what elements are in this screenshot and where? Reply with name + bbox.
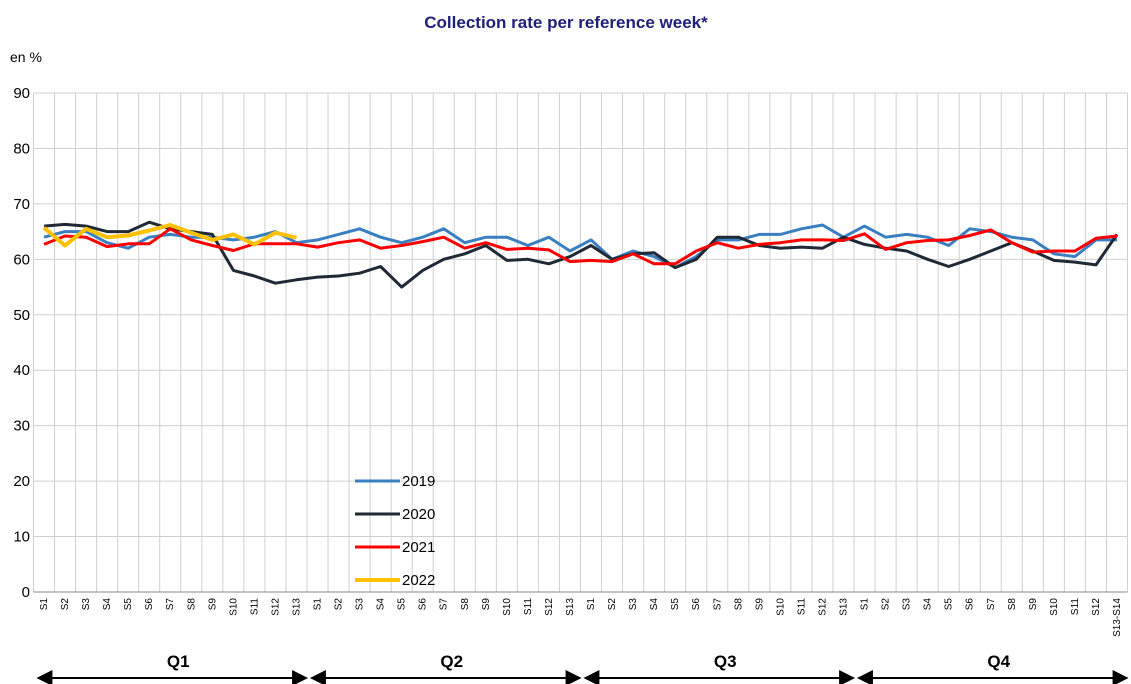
x-tick-label: S5 — [670, 598, 681, 611]
x-tick-label: S4 — [376, 598, 387, 611]
x-tick-label: S3 — [628, 598, 639, 611]
x-tick-label: S7 — [165, 598, 176, 611]
x-tick-label: S2 — [60, 598, 71, 611]
y-tick-label: 50 — [13, 307, 30, 324]
x-tick-label: S5 — [944, 598, 955, 611]
x-tick-label: S11 — [1070, 598, 1081, 615]
y-tick-label: 10 — [13, 529, 30, 546]
quarter-label: Q2 — [440, 652, 463, 671]
y-tick-label: 0 — [22, 584, 30, 601]
x-tick-label: S3 — [355, 598, 366, 611]
y-tick-label: 60 — [13, 251, 30, 268]
x-tick-label: S13 — [565, 598, 576, 616]
x-tick-label: S8 — [1007, 598, 1018, 611]
x-tick-label: S1 — [586, 598, 597, 611]
chart-title: Collection rate per reference week* — [424, 13, 708, 32]
x-tick-label: S9 — [1028, 598, 1039, 611]
x-tick-label: S3 — [902, 598, 913, 611]
x-tick-label: S7 — [986, 598, 997, 611]
quarter-label: Q1 — [167, 652, 190, 671]
x-tick-label: S2 — [881, 598, 892, 611]
x-tick-label: S9 — [481, 598, 492, 611]
y-tick-label: 20 — [13, 473, 30, 490]
x-tick-label: S11 — [249, 598, 260, 615]
x-tick-label: S1 — [39, 598, 50, 611]
legend-label: 2022 — [402, 572, 435, 589]
x-tick-label: S12 — [1091, 598, 1102, 616]
x-tick-label: S4 — [649, 598, 660, 611]
series-line — [42, 223, 297, 248]
series-line — [43, 227, 1118, 266]
x-tick-label: S13 — [838, 598, 849, 616]
x-tick-label: S6 — [965, 598, 976, 611]
x-tick-label: S10 — [228, 598, 239, 616]
y-tick-label: 30 — [13, 418, 30, 435]
x-tick-label: S7 — [712, 598, 723, 611]
x-tick-label: S11 — [523, 598, 534, 615]
x-tick-label: S3 — [81, 598, 92, 611]
x-tick-label: S6 — [418, 598, 429, 611]
x-tick-label: S8 — [186, 598, 197, 611]
x-tick-label: S6 — [144, 598, 155, 611]
x-tick-label: S6 — [691, 598, 702, 611]
x-tick-label: S5 — [397, 598, 408, 611]
quarter-label: Q3 — [714, 652, 737, 671]
x-tick-label: S5 — [123, 598, 134, 611]
legend-label: 2020 — [402, 506, 435, 523]
x-tick-label: S7 — [439, 598, 450, 611]
legend-label: 2021 — [402, 539, 435, 556]
x-tick-label: S1 — [313, 598, 324, 611]
legend-label: 2019 — [402, 473, 435, 490]
x-tick-label: S12 — [270, 598, 281, 616]
y-tick-label: 80 — [13, 140, 30, 157]
x-tick-label: S12 — [544, 598, 555, 616]
y-tick-label: 40 — [13, 362, 30, 379]
x-tick-label: S13 — [291, 598, 302, 616]
x-tick-label: S12 — [817, 598, 828, 616]
series-line — [43, 220, 1119, 289]
x-tick-label: S10 — [502, 598, 513, 616]
y-axis-label: en % — [10, 49, 42, 65]
x-tick-label: S11 — [796, 598, 807, 615]
x-tick-label: S10 — [1049, 598, 1060, 616]
x-tick-label: S8 — [733, 598, 744, 611]
x-tick-label: S8 — [460, 598, 471, 611]
x-tick-label: S4 — [923, 598, 934, 611]
y-tick-label: 70 — [13, 196, 30, 213]
x-tick-label: S1 — [860, 598, 871, 611]
x-tick-label: S13-S14 — [1112, 598, 1123, 637]
x-tick-label: S2 — [334, 598, 345, 611]
x-tick-label: S9 — [754, 598, 765, 611]
x-tick-label: S10 — [775, 598, 786, 616]
x-tick-label: S4 — [102, 598, 113, 611]
y-tick-label: 90 — [13, 85, 30, 102]
quarter-label: Q4 — [987, 652, 1010, 671]
x-tick-label: S9 — [207, 598, 218, 611]
x-tick-label: S2 — [607, 598, 618, 611]
